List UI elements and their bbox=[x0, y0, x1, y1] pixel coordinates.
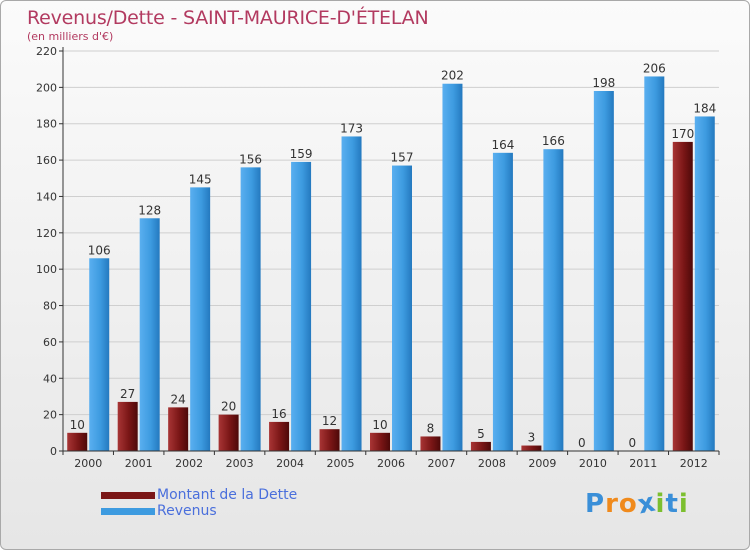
logo-letter: o bbox=[618, 489, 638, 519]
x-tick-label: 2000 bbox=[74, 457, 102, 470]
x-tick-label: 2009 bbox=[528, 457, 556, 470]
x-tick-label: 2006 bbox=[377, 457, 405, 470]
legend-swatch-dette bbox=[101, 492, 155, 499]
x-tick-label: 2007 bbox=[427, 457, 455, 470]
data-label-revenus: 164 bbox=[491, 138, 514, 152]
data-label-dette: 5 bbox=[477, 427, 485, 441]
data-label-revenus: 156 bbox=[239, 152, 262, 166]
y-tick-label: 200 bbox=[36, 81, 57, 94]
chart-title: Revenus/Dette - SAINT-MAURICE-D'ÉTELAN bbox=[27, 7, 429, 29]
bar-revenus bbox=[291, 161, 312, 451]
bar-revenus bbox=[593, 91, 614, 451]
bar-dette bbox=[269, 421, 290, 451]
grid-lines bbox=[63, 50, 719, 416]
bar-revenus bbox=[240, 167, 261, 451]
legend-label-dette: Montant de la Dette bbox=[157, 487, 298, 503]
data-label-dette: 8 bbox=[427, 421, 435, 435]
bar-revenus bbox=[139, 218, 160, 451]
bar-dette bbox=[420, 436, 441, 451]
y-tick-label: 120 bbox=[36, 227, 57, 240]
data-label-revenus: 206 bbox=[643, 61, 666, 75]
bar-dette bbox=[117, 401, 138, 451]
y-tick-label: 100 bbox=[36, 263, 57, 276]
data-label-dette: 12 bbox=[322, 414, 337, 428]
data-label-dette: 20 bbox=[221, 400, 236, 414]
y-tick-label: 140 bbox=[36, 190, 57, 203]
chart-subtitle: (en milliers d'€) bbox=[27, 30, 114, 43]
data-label-dette: 16 bbox=[271, 407, 286, 421]
bar-revenus bbox=[492, 152, 513, 451]
bar-revenus bbox=[341, 136, 362, 452]
data-label-dette: 24 bbox=[171, 392, 186, 406]
bar-revenus bbox=[442, 83, 463, 452]
y-tick-label: 40 bbox=[43, 372, 57, 385]
bar-dette bbox=[218, 414, 239, 451]
x-tick-label: 2012 bbox=[680, 457, 708, 470]
data-label-dette: 10 bbox=[70, 418, 85, 432]
x-tick-label: 2005 bbox=[327, 457, 355, 470]
x-tick-label: 2003 bbox=[226, 457, 254, 470]
y-tick-label: 0 bbox=[50, 445, 57, 458]
bar-revenus bbox=[694, 116, 715, 452]
x-tick-label: 2011 bbox=[629, 457, 657, 470]
data-label-revenus: 184 bbox=[693, 101, 716, 115]
data-label-revenus: 173 bbox=[340, 121, 363, 135]
data-label-revenus: 198 bbox=[592, 76, 615, 90]
proxiti-logo: Proxiti bbox=[585, 487, 689, 520]
logo-letter: P bbox=[585, 489, 606, 519]
data-label-revenus: 166 bbox=[542, 134, 565, 148]
data-label-revenus: 159 bbox=[290, 147, 313, 161]
data-label-revenus: 145 bbox=[189, 172, 212, 186]
bar-dette bbox=[319, 429, 340, 451]
bar-revenus bbox=[644, 76, 665, 452]
x-tick-label: 2008 bbox=[478, 457, 506, 470]
bar-revenus bbox=[543, 149, 564, 451]
bars bbox=[67, 76, 715, 452]
y-tick-label: 60 bbox=[43, 336, 57, 349]
x-tick-label: 2001 bbox=[125, 457, 153, 470]
data-label-dette: 0 bbox=[578, 436, 586, 450]
bar-dette bbox=[672, 141, 693, 451]
logo-letter: i bbox=[655, 489, 666, 519]
data-label-revenus: 128 bbox=[138, 203, 161, 217]
data-label-dette: 170 bbox=[671, 127, 694, 141]
bar-dette bbox=[67, 432, 88, 451]
x-tick-label: 2004 bbox=[276, 457, 304, 470]
y-tick-label: 180 bbox=[36, 118, 57, 131]
bar-revenus bbox=[190, 187, 211, 451]
data-label-dette: 10 bbox=[372, 418, 387, 432]
bar-dette bbox=[370, 432, 390, 451]
data-label-dette: 27 bbox=[120, 387, 135, 401]
bar-dette bbox=[168, 407, 189, 451]
data-label-revenus: 157 bbox=[391, 151, 414, 165]
x-tick-label: 2002 bbox=[175, 457, 203, 470]
legend-swatch-revenus bbox=[101, 508, 155, 515]
bar-dette bbox=[470, 441, 491, 451]
logo-letter: t bbox=[665, 489, 679, 519]
legend-label-revenus: Revenus bbox=[157, 503, 217, 519]
bar-dette bbox=[521, 445, 542, 451]
data-label-dette: 3 bbox=[528, 431, 536, 445]
data-label-revenus: 202 bbox=[441, 69, 464, 83]
bar-revenus bbox=[392, 165, 412, 451]
bar-revenus bbox=[89, 258, 110, 451]
logo-letter: r bbox=[605, 489, 619, 519]
logo-letter: i bbox=[678, 489, 689, 519]
x-tick-label: 2010 bbox=[579, 457, 607, 470]
data-label-dette: 0 bbox=[628, 436, 636, 450]
y-tick-label: 220 bbox=[36, 45, 57, 58]
y-tick-label: 80 bbox=[43, 300, 57, 313]
y-tick-label: 160 bbox=[36, 154, 57, 167]
data-labels: 10 106 27 128 24 145 20 156 16 159 12 173 10 157 8 202 5… bbox=[70, 61, 717, 450]
data-label-revenus: 106 bbox=[88, 243, 111, 257]
y-tick-label: 20 bbox=[43, 409, 57, 422]
